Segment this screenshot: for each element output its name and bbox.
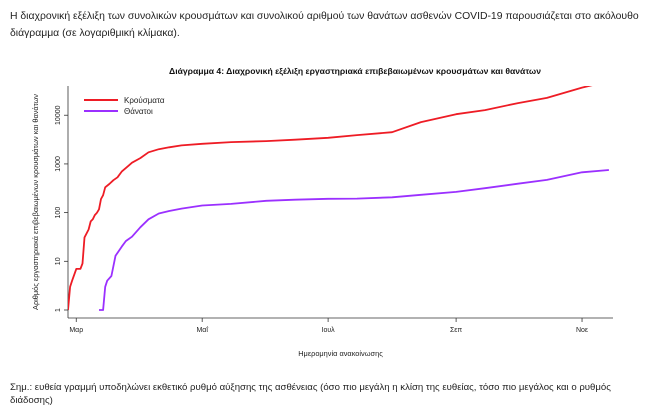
- y-tick-label: 1000: [55, 156, 62, 172]
- footnote: Σημ.: ευθεία γραμμή υποδηλώνει εκθετικό …: [10, 382, 611, 406]
- legend-label: Κρούσματα: [124, 96, 165, 105]
- legend: Κρούσματα Θάνατοι: [84, 96, 165, 116]
- x-axis-title: Ημερομηνία ανακοίνωσης: [298, 349, 383, 358]
- y-axis-title: Αριθμός εργαστηριακά επιβεβαιωμένων κρου…: [31, 94, 40, 310]
- y-tick-label: 10000: [55, 105, 62, 125]
- x-tick-label: Ιουλ: [322, 327, 336, 334]
- series-line-2: [99, 169, 609, 311]
- series-layer: [68, 86, 609, 311]
- axes: 1 10 100 1000 10000 Μαρ Μαΐ Ιουλ Σεπ Νοε: [55, 86, 613, 334]
- x-tick-label: Μαρ: [69, 327, 83, 334]
- y-tick-label: 100: [55, 207, 62, 219]
- x-tick-label: Νοε: [576, 327, 588, 334]
- x-tick-label: Σεπ: [450, 327, 462, 334]
- y-tick-label: 10: [55, 257, 62, 265]
- chart-title: Διάγραμμα 4: Διαχρονική εξέλιξη εργαστηρ…: [169, 66, 541, 76]
- series-line-1: [68, 86, 593, 311]
- intro-paragraph: Η διαχρονική εξέλιξη των συνολικών κρουσ…: [10, 11, 639, 39]
- y-tick-label: 1: [55, 308, 62, 312]
- x-tick-label: Μαΐ: [196, 326, 208, 334]
- legend-label: Θάνατοι: [124, 107, 153, 116]
